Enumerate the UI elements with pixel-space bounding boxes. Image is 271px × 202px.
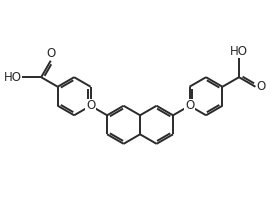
Text: O: O: [256, 80, 265, 93]
Text: O: O: [46, 47, 55, 60]
Text: HO: HO: [230, 45, 248, 58]
Text: O: O: [185, 99, 194, 112]
Text: HO: HO: [4, 71, 22, 84]
Text: O: O: [86, 99, 95, 112]
